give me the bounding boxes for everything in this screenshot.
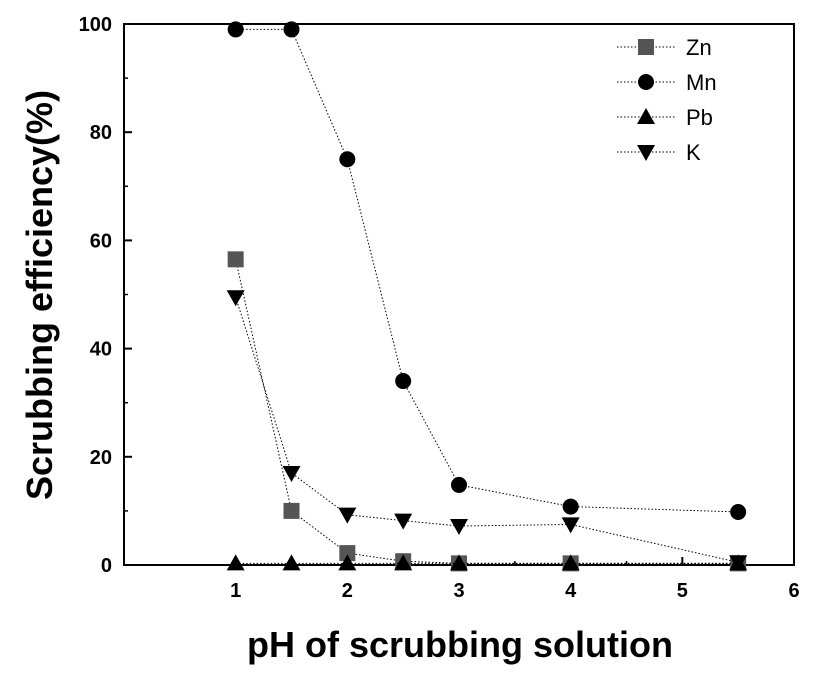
data-point-k	[561, 517, 580, 534]
data-point-pb	[394, 554, 413, 571]
data-point-k	[394, 513, 413, 530]
data-point-k	[450, 519, 468, 536]
legend-marker-zn	[638, 39, 654, 55]
x-tick-label: 2	[342, 580, 353, 602]
series-layer	[226, 21, 748, 572]
data-point-pb	[450, 554, 468, 571]
legend-item-zn: Zn	[617, 35, 712, 60]
data-point-zn	[339, 545, 356, 562]
series-pb	[226, 554, 748, 571]
legend-marker-pb	[637, 108, 655, 124]
series-zn	[227, 251, 747, 572]
data-point-mn	[451, 476, 467, 493]
data-point-mn	[730, 503, 747, 520]
data-point-mn	[339, 151, 356, 168]
data-point-zn	[227, 251, 244, 268]
data-point-mn	[283, 21, 300, 38]
data-point-mn	[562, 498, 579, 515]
y-tick-label: 0	[101, 555, 112, 577]
legend-item-pb: Pb	[617, 105, 713, 130]
series-line-zn	[235, 259, 739, 564]
legend-item-k: K	[617, 140, 701, 165]
data-point-pb	[282, 554, 301, 571]
y-tick-label: 100	[79, 14, 112, 36]
x-tick-label: 6	[788, 580, 799, 602]
legend-label-k: K	[686, 140, 701, 165]
series-mn	[227, 21, 747, 520]
legend-marker-mn	[638, 74, 654, 90]
data-point-k	[226, 290, 245, 307]
data-point-pb	[226, 554, 245, 571]
legend-label-mn: Mn	[686, 70, 717, 95]
x-tick-label: 3	[453, 580, 464, 602]
series-line-k	[235, 297, 739, 563]
legend-label-zn: Zn	[686, 35, 712, 60]
data-point-mn	[395, 373, 412, 390]
y-tick-label: 20	[90, 447, 112, 469]
data-point-zn	[283, 502, 300, 519]
x-tick-label: 5	[677, 580, 688, 602]
data-point-mn	[227, 21, 244, 38]
x-axis-title: pH of scrubbing solution	[247, 624, 673, 665]
legend-label-pb: Pb	[686, 105, 713, 130]
data-point-k	[282, 466, 301, 483]
x-tick-label: 4	[565, 580, 577, 602]
data-point-pb	[338, 554, 357, 571]
data-point-k	[729, 555, 748, 572]
legend-marker-k	[637, 145, 655, 161]
x-tick-label: 1	[230, 580, 241, 602]
y-tick-label: 40	[90, 339, 112, 361]
legend: Zn Mn Pb K	[617, 35, 717, 165]
y-axis-title: Scrubbing efficiency(%)	[19, 90, 60, 500]
series-k	[226, 290, 748, 572]
data-point-k	[338, 507, 357, 524]
y-tick-label: 80	[90, 122, 112, 144]
data-point-pb	[561, 554, 580, 571]
series-line-mn	[235, 28, 739, 513]
legend-item-mn: Mn	[617, 70, 717, 95]
y-tick-label: 60	[90, 230, 112, 252]
